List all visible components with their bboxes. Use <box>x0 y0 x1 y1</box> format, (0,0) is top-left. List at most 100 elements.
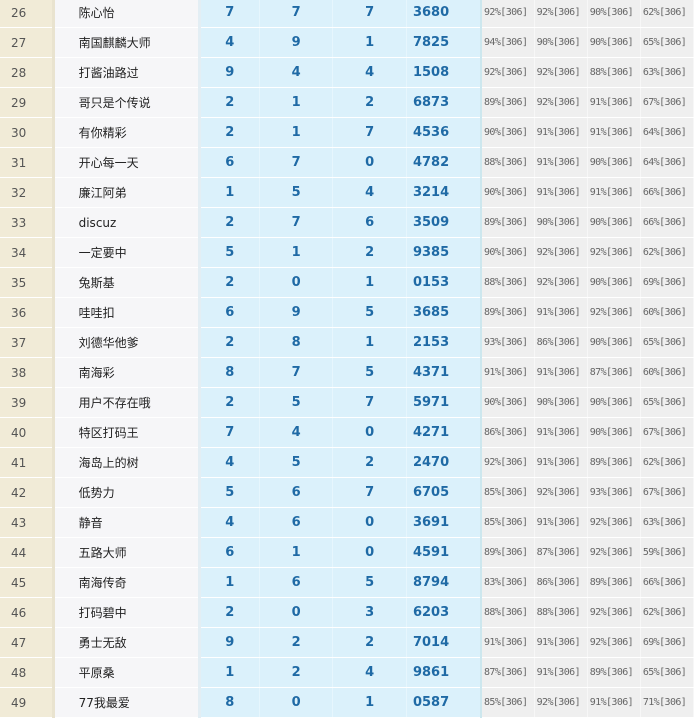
rank-cell: 31 <box>0 147 55 178</box>
digit-cell: 0 <box>332 147 407 178</box>
name-cell: 特区打码王 <box>53 417 201 448</box>
digit-cell: 6 <box>259 567 334 598</box>
digit-cell: 2 <box>199 117 260 148</box>
number-cell: 0587 <box>405 687 482 718</box>
percentage-cell: 91%[306] <box>534 657 588 688</box>
percentage-cell: 65%[306] <box>640 327 694 358</box>
percentage-cell: 67%[306] <box>640 477 694 508</box>
rank-cell: 45 <box>0 567 55 598</box>
rank-cell: 49 <box>0 687 55 718</box>
digit-cell: 4 <box>259 57 334 88</box>
digit-cell: 1 <box>259 537 334 568</box>
percentage-cell: 90%[306] <box>587 417 641 448</box>
rank-cell: 30 <box>0 117 55 148</box>
percentage-cell: 89%[306] <box>480 537 535 568</box>
table-row: 29 哥只是个传说 2 1 2 6873 89%[306] 92%[306] 91%[306] 6… <box>0 87 694 118</box>
rank-cell: 40 <box>0 417 55 448</box>
number-cell: 2153 <box>405 327 482 358</box>
digit-cell: 0 <box>259 597 334 628</box>
percentage-cell: 89%[306] <box>480 297 535 328</box>
number-cell: 5971 <box>405 387 482 418</box>
percentage-cell: 90%[306] <box>480 387 535 418</box>
rank-cell: 39 <box>0 387 55 418</box>
digit-cell: 1 <box>332 267 407 298</box>
digit-cell: 0 <box>332 537 407 568</box>
percentage-cell: 88%[306] <box>480 597 535 628</box>
percentage-cell: 90%[306] <box>480 117 535 148</box>
digit-cell: 5 <box>199 477 260 508</box>
table-row: 34 一定要中 5 1 2 9385 90%[306] 92%[306] 92%[306] 62%… <box>0 237 694 268</box>
digit-cell: 5 <box>259 447 334 478</box>
rank-cell: 42 <box>0 477 55 508</box>
number-cell: 7825 <box>405 27 482 58</box>
percentage-cell: 60%[306] <box>640 357 694 388</box>
rank-cell: 46 <box>0 597 55 628</box>
percentage-cell: 62%[306] <box>640 597 694 628</box>
name-cell: 77我最爱 <box>53 687 201 718</box>
percentage-cell: 87%[306] <box>534 537 588 568</box>
digit-cell: 6 <box>259 477 334 508</box>
digit-cell: 4 <box>332 177 407 208</box>
digit-cell: 1 <box>332 27 407 58</box>
digit-cell: 7 <box>332 477 407 508</box>
percentage-cell: 92%[306] <box>587 237 641 268</box>
digit-cell: 2 <box>332 237 407 268</box>
percentage-cell: 91%[306] <box>480 357 535 388</box>
name-cell: 陈心怡 <box>53 0 201 28</box>
name-cell: 打酱油路过 <box>53 57 201 88</box>
percentage-cell: 93%[306] <box>587 477 641 508</box>
digit-cell: 2 <box>259 627 334 658</box>
digit-cell: 5 <box>199 237 260 268</box>
table-row: 46 打码碧中 2 0 3 6203 88%[306] 88%[306] 92%[306] 62%… <box>0 597 694 628</box>
percentage-cell: 89%[306] <box>587 447 641 478</box>
digit-cell: 6 <box>332 207 407 238</box>
table-row: 38 南海彩 8 7 5 4371 91%[306] 91%[306] 87%[306] 60%[… <box>0 357 694 388</box>
rank-cell: 33 <box>0 207 55 238</box>
percentage-cell: 91%[306] <box>534 357 588 388</box>
number-cell: 4591 <box>405 537 482 568</box>
percentage-cell: 92%[306] <box>534 477 588 508</box>
digit-cell: 2 <box>199 327 260 358</box>
name-cell: 哇哇扣 <box>53 297 201 328</box>
table-row: 26 陈心怡 7 7 7 3680 92%[306] 92%[306] 90%[306] 62%[… <box>0 0 694 28</box>
number-cell: 3680 <box>405 0 482 28</box>
percentage-cell: 92%[306] <box>480 447 535 478</box>
percentage-cell: 92%[306] <box>534 0 588 28</box>
digit-cell: 7 <box>259 357 334 388</box>
percentage-cell: 67%[306] <box>640 87 694 118</box>
digit-cell: 6 <box>199 147 260 178</box>
percentage-cell: 92%[306] <box>534 87 588 118</box>
percentage-cell: 92%[306] <box>534 687 588 718</box>
percentage-cell: 91%[306] <box>534 297 588 328</box>
percentage-cell: 63%[306] <box>640 57 694 88</box>
percentage-cell: 90%[306] <box>587 207 641 238</box>
number-cell: 0153 <box>405 267 482 298</box>
rank-cell: 41 <box>0 447 55 478</box>
name-cell: 一定要中 <box>53 237 201 268</box>
digit-cell: 7 <box>332 117 407 148</box>
number-cell: 9861 <box>405 657 482 688</box>
name-cell: 平原桑 <box>53 657 201 688</box>
table-row: 28 打酱油路过 9 4 4 1508 92%[306] 92%[306] 88%[306] 63… <box>0 57 694 88</box>
digit-cell: 8 <box>259 327 334 358</box>
name-cell: 勇士无敌 <box>53 627 201 658</box>
digit-cell: 1 <box>259 117 334 148</box>
digit-cell: 2 <box>259 657 334 688</box>
percentage-cell: 91%[306] <box>534 417 588 448</box>
percentage-cell: 86%[306] <box>480 417 535 448</box>
percentage-cell: 85%[306] <box>480 477 535 508</box>
digit-cell: 4 <box>199 27 260 58</box>
rank-cell: 26 <box>0 0 55 28</box>
digit-cell: 5 <box>259 387 334 418</box>
percentage-cell: 90%[306] <box>534 27 588 58</box>
percentage-cell: 91%[306] <box>587 87 641 118</box>
percentage-cell: 66%[306] <box>640 567 694 598</box>
digit-cell: 7 <box>332 0 407 28</box>
percentage-cell: 87%[306] <box>480 657 535 688</box>
percentage-cell: 64%[306] <box>640 117 694 148</box>
digit-cell: 4 <box>199 507 260 538</box>
rank-cell: 29 <box>0 87 55 118</box>
percentage-cell: 93%[306] <box>480 327 535 358</box>
percentage-cell: 90%[306] <box>587 147 641 178</box>
name-cell: 廉江阿弟 <box>53 177 201 208</box>
